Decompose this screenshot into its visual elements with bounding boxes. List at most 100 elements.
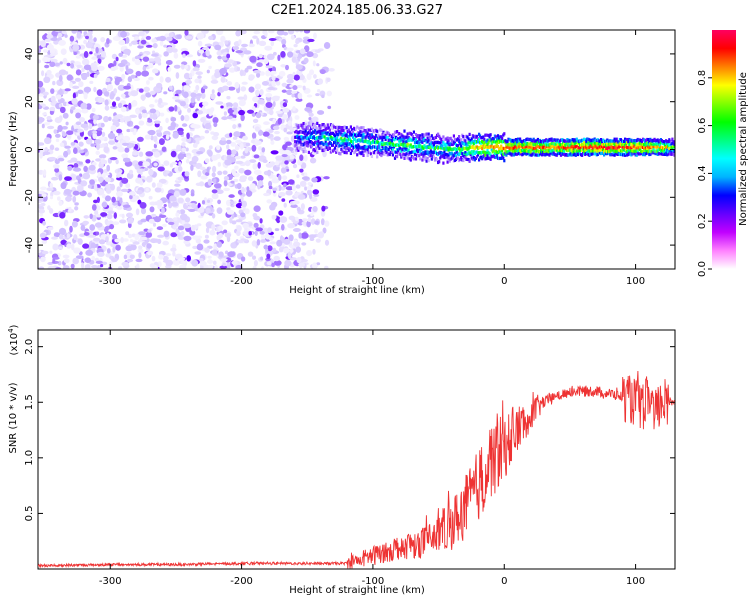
signal-cell [297,148,300,152]
signal-cell [571,144,574,149]
noise-blob [312,206,318,212]
noise-blob [257,99,265,105]
noise-blob [74,108,82,115]
signal-cell [468,159,471,163]
noise-blob [152,68,159,74]
noise-blob [74,206,79,211]
noise-blob [74,77,81,82]
noise-blob [116,205,123,210]
noise-blob [64,176,72,182]
noise-blob [51,176,59,181]
signal-cell [573,152,576,156]
signal-cell [442,161,445,165]
signal-cell [425,132,428,136]
noise-blob [121,153,129,158]
signal-cell [380,129,383,133]
noise-blob [275,155,284,161]
noise-blob [220,137,226,141]
signal-cell [335,130,338,134]
noise-blob [310,196,318,202]
noise-blob [255,227,263,232]
signal-cell [452,154,455,158]
noise-blob [316,63,320,67]
noise-blob [153,151,161,158]
noise-blob [291,93,295,98]
signal-cell [673,145,675,149]
signal-cell [459,142,462,146]
signal-cell [375,151,378,155]
noise-blob [268,30,275,34]
noise-blob [147,229,152,233]
noise-blob [58,200,63,206]
signal-cell [342,139,345,143]
noise-blob [259,231,265,235]
signal-cell [483,146,486,150]
signal-cell [615,137,618,141]
signal-cell [499,146,502,151]
noise-blob [216,234,221,241]
noise-blob [236,183,242,190]
noise-blob [120,188,129,193]
noise-blob [125,183,131,189]
x-tick-label: -100 [362,576,385,587]
spectrogram-cells [38,30,675,269]
noise-blob [70,106,76,111]
signal-cell [478,132,481,136]
noise-blob [137,248,144,254]
noise-blob [183,114,190,122]
signal-cell [355,134,358,138]
signal-cell [615,144,618,148]
signal-cell [329,135,332,139]
noise-blob [251,139,256,144]
signal-cell [514,138,517,142]
colorbar-label: Normalized spectral amplitude [738,72,749,226]
signal-cell [605,149,608,153]
noise-blob [175,72,180,79]
noise-blob [256,239,261,246]
noise-blob [248,74,255,80]
signal-cell [446,136,449,140]
noise-blob [104,177,112,183]
signal-cell [481,157,484,161]
signal-cell [627,140,630,144]
noise-blob [277,117,283,125]
noise-blob [82,220,89,225]
signal-cell [383,152,386,156]
noise-blob [85,41,93,49]
noise-blob [287,120,293,126]
noise-blob [254,140,262,145]
signal-cell [418,141,421,145]
noise-blob [49,61,56,67]
noise-blob [178,161,182,167]
signal-cell [430,157,433,161]
signal-cell [544,146,547,150]
signal-cell [544,141,547,145]
noise-blob [258,53,263,59]
signal-cell [406,132,409,136]
noise-blob [167,67,172,72]
noise-blob [57,32,63,38]
signal-cell [483,137,486,141]
noise-blob [282,114,288,120]
noise-blob [262,30,268,35]
noise-blob [46,34,53,39]
colorbar-tick-label: 0.0 [697,261,708,277]
noise-blob [122,142,129,146]
noise-blob [101,172,110,176]
noise-blob [234,155,241,160]
x-tick-label: -300 [99,276,122,287]
noise-blob [177,225,185,231]
signal-cell [300,135,303,139]
noise-blob [180,260,186,265]
noise-blob [265,70,271,77]
noise-blob [201,92,206,99]
noise-blob [128,169,134,175]
noise-blob [91,255,96,262]
signal-cell [306,144,309,148]
signal-cell [662,150,666,154]
signal-cell [413,153,417,157]
noise-blob [301,176,310,181]
signal-cell [615,152,618,156]
noise-blob [223,179,228,187]
noise-blob [298,232,302,239]
